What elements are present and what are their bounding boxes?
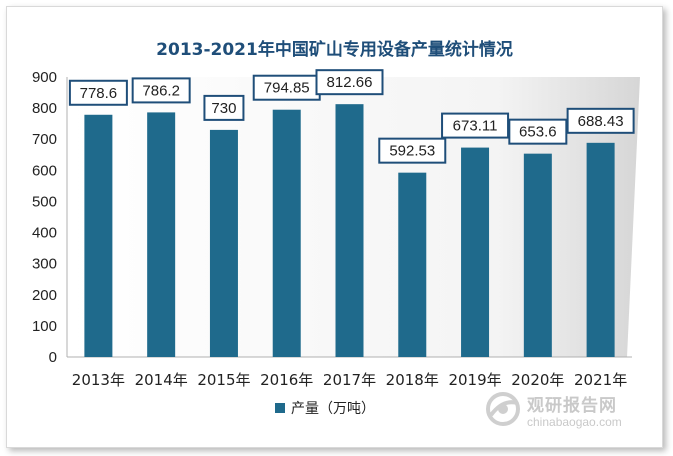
bar [398, 172, 427, 357]
data-label: 786.2 [142, 82, 180, 99]
bar [272, 109, 301, 357]
y-tick-label: 400 [32, 225, 57, 242]
data-label: 794.85 [264, 80, 310, 97]
data-label: 673.11 [453, 118, 498, 135]
chart-title: 2013-2021年中国矿山专用设备产量统计情况 [156, 40, 513, 60]
bar [84, 114, 113, 357]
data-label-box [68, 79, 128, 106]
y-tick-label: 200 [32, 287, 57, 304]
x-tick-label: 2018年 [386, 371, 439, 389]
bar [209, 129, 238, 357]
x-tick-label: 2019年 [448, 371, 501, 389]
y-tick-label: 900 [32, 69, 57, 86]
x-tick-label: 2017年 [323, 371, 376, 389]
data-label: 592.53 [389, 143, 435, 160]
x-tick-label: 2013年 [72, 371, 125, 389]
data-label: 778.6 [80, 85, 118, 102]
chinabaogao-logo-icon [486, 392, 520, 426]
data-label: 730 [211, 100, 236, 117]
chart-card: 2013-2021年中国矿山专用设备产量统计情况 0 100 200 300 400 50… [6, 6, 663, 448]
x-tick-label: 2015年 [197, 371, 250, 389]
legend-label: 产量（万吨） [291, 401, 375, 417]
x-tick-label: 2020年 [511, 371, 564, 389]
data-label: 812.66 [327, 74, 373, 91]
bar [461, 147, 490, 357]
watermark-name: 观研报告网 [527, 396, 617, 416]
data-label-box [441, 112, 510, 139]
bar-chart: 0 100 200 300 400 500 600 700 800 900 2013年 2014年 2… [32, 69, 640, 417]
bar [523, 153, 552, 357]
bar [147, 112, 176, 357]
watermark: 观研报告网 chinabaogao.com [483, 389, 658, 439]
watermark-url: chinabaogao.com [527, 415, 622, 429]
data-label-box [131, 77, 191, 104]
y-tick-label: 100 [32, 318, 57, 335]
data-label-box [203, 94, 245, 121]
legend-swatch [275, 403, 285, 413]
data-label-box [378, 137, 447, 164]
y-tick-label: 800 [32, 100, 57, 117]
y-tick-label: 600 [32, 162, 57, 179]
bar [586, 142, 615, 357]
data-label-box [315, 69, 384, 96]
y-tick-label: 0 [49, 349, 57, 366]
x-tick-label: 2016年 [260, 371, 313, 389]
y-tick-label: 500 [32, 193, 57, 210]
y-tick-label: 300 [32, 256, 57, 273]
x-tick-label: 2021年 [574, 371, 627, 389]
data-label: 688.43 [578, 113, 624, 130]
data-label: 653.6 [519, 124, 557, 141]
data-label-box [508, 118, 568, 145]
y-tick-label: 700 [32, 131, 57, 148]
x-tick-label: 2014年 [135, 371, 188, 389]
bar [335, 104, 364, 357]
data-label-box [566, 107, 635, 134]
